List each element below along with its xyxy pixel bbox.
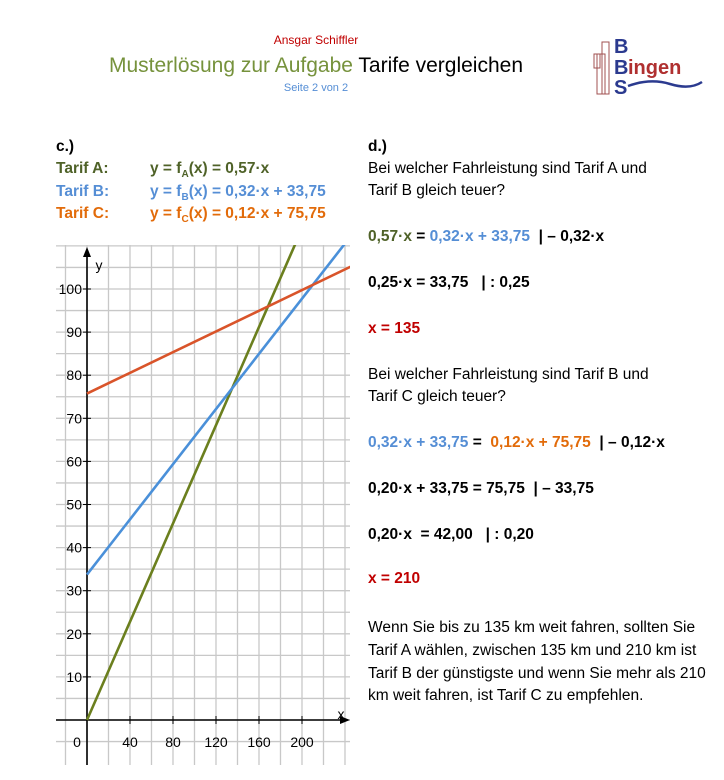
equation-part: 0,20·x = 42,00 | : 0,20 [368,526,534,543]
bbs-bingen-logo: B B ingen S [593,36,703,96]
y-tick-label: 20 [66,626,82,642]
section-d-heading: d.) [368,138,387,155]
x-tick-label: 120 [204,734,228,750]
section-c-heading: c.) [56,138,75,155]
svg-text:B: B [614,36,628,58]
y-tick-label: 80 [66,367,82,383]
equation-part: | – 0,12·x [590,434,665,451]
y-tick-label: 90 [66,324,82,340]
y-tick-label: 30 [66,583,82,599]
equation-part: | – 0,32·x [530,228,605,245]
y-tick-label: 40 [66,540,82,556]
equation-part: 0,25·x = 33,75 | : 0,25 [368,274,530,291]
question-line: Tarif C gleich teuer? [368,388,506,405]
y-axis-arrow [83,247,91,257]
equation-part: = [468,434,491,451]
x-tick-label: 0 [73,734,81,750]
x-axis-label: x [338,706,345,722]
equation-step: 0,20·x + 33,75 = 75,75 | – 33,75 [368,480,594,498]
formula-start: y = f [150,205,182,222]
series-line-tarif-a [85,245,297,721]
x-tick-label: 40 [122,734,138,750]
svg-text:S: S [614,77,627,96]
formula-rest: (x) = 0,57·x [188,160,270,177]
equation-part: 0,32·x + 33,75 [429,228,531,245]
formula-subscript: C [181,214,189,226]
y-tick-label: 10 [66,669,82,685]
equation-step: x = 210 [368,570,420,588]
equation-step: 0,32·x + 33,75 = 0,12·x + 75,75 | – 0,12… [368,434,665,452]
formula-start: y = f [150,160,182,177]
tarif-label: Tarif A: [56,160,109,177]
tarif-label: Tarif C: [56,205,110,222]
equation-part: 0,20·x + 33,75 = 75,75 | – 33,75 [368,480,594,497]
svg-text:B: B [614,57,628,79]
equation-part: = [411,228,430,245]
x-tick-label: 200 [290,734,314,750]
x-axis-arrow [340,716,350,724]
page-number: Seite 2 von 2 [283,82,349,94]
equation-step: x = 135 [368,320,420,338]
question-line: Bei welcher Fahrleistung sind Tarif B un… [368,366,649,383]
equation-part: 0,12·x + 75,75 [490,434,591,451]
svg-text:ingen: ingen [628,57,681,79]
x-tick-label: 160 [247,734,271,750]
formula-rest: (x) = 0,12·x + 75,75 [188,205,326,222]
series-line-tarif-c [86,265,350,395]
question-line: Bei welcher Fahrleistung sind Tarif A un… [368,160,647,177]
equation-step: 0,25·x = 33,75 | : 0,25 [368,274,530,292]
tarif-formula: y = fB(x) = 0,32·x + 33,75 [150,183,326,203]
question-line: Tarif B gleich teuer? [368,182,505,199]
y-tick-label: 50 [66,497,82,513]
equation-part: 0,32·x + 33,75 [368,434,469,451]
title-part1: Musterlösung zur Aufgabe [108,54,353,77]
equation-part: x = 135 [368,320,421,337]
formula-subscript: A [181,169,189,181]
author: Ansgar Schiffler [273,33,359,47]
page-title: Musterlösung zur Aufgabe Tarife vergleic… [0,54,632,78]
y-axis-label: y [96,257,103,273]
equation-part: 0,57·x [368,228,412,245]
formula-subscript: B [181,191,189,203]
equation-step: 0,57·x = 0,32·x + 33,75 | – 0,32·x [368,228,604,246]
equation-step: 0,20·x = 42,00 | : 0,20 [368,526,534,544]
formula-start: y = f [150,182,182,200]
tarif-formula: y = fA(x) = 0,57·x [150,160,269,180]
y-tick-label: 70 [66,410,82,426]
equation-part: x = 210 [368,570,421,587]
formula-rest: (x) = 0,32·x + 33,75 [188,182,326,200]
y-tick-label: 60 [66,453,82,469]
x-tick-label: 80 [165,734,181,750]
series-line-tarif-b [85,245,346,576]
title-part2: Tarife vergleichen [358,54,524,77]
tarif-formula: y = fC(x) = 0,12·x + 75,75 [150,205,326,225]
conclusion-text: Wenn Sie bis zu 135 km weit fahren, soll… [368,619,706,705]
y-tick-label: 100 [59,281,83,297]
tarif-label: Tarif B: [56,182,110,200]
